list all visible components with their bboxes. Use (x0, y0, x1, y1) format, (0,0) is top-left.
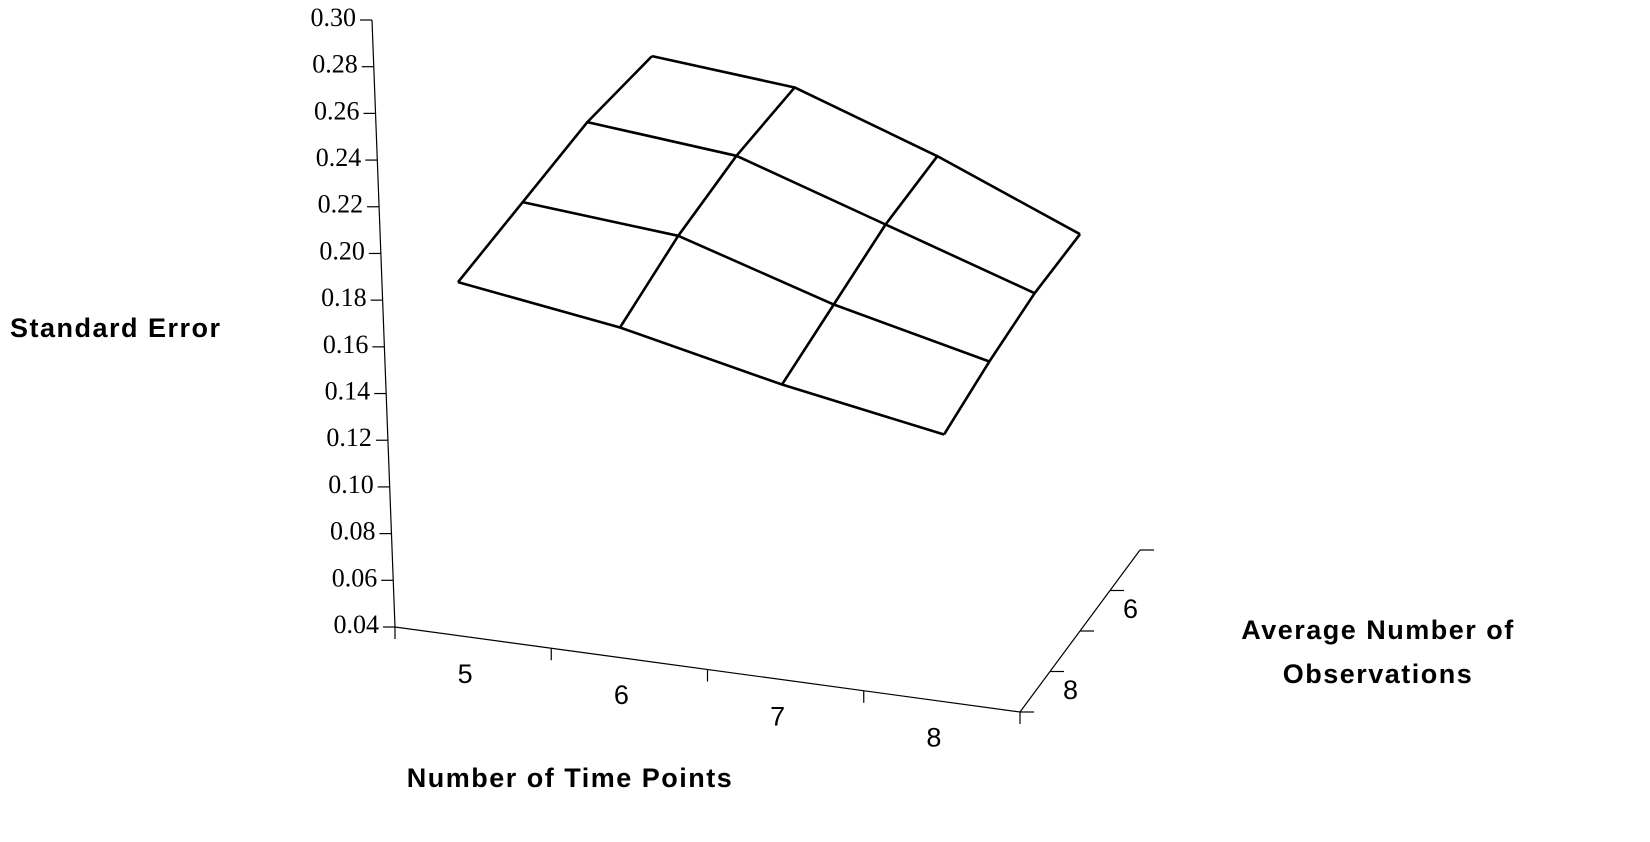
y-tick-label: 0.12 (326, 423, 372, 452)
depth-tick-label: 8 (1063, 675, 1078, 705)
y-axis-title: Standard Error (10, 313, 222, 343)
y-tick-label: 0.24 (316, 143, 362, 172)
x-tick-label: 7 (770, 701, 785, 731)
x-axis-title: Number of Time Points (407, 763, 734, 793)
x-tick-label: 5 (458, 659, 473, 689)
depth-tick-label: 6 (1123, 594, 1138, 624)
y-tick-label: 0.28 (312, 50, 358, 79)
depth-axis-title: Average Number of (1241, 615, 1515, 645)
y-tick-label: 0.14 (325, 377, 371, 406)
y-tick-label: 0.18 (321, 283, 367, 312)
surface-column (456, 55, 653, 283)
y-tick-label: 0.04 (334, 610, 380, 639)
y-tick-label: 0.16 (323, 330, 369, 359)
y-tick-label: 0.22 (318, 190, 364, 219)
y-tick-label: 0.08 (330, 517, 376, 546)
surface-row (522, 200, 990, 363)
surface-column (780, 155, 939, 386)
x-tick-label: 8 (926, 723, 941, 753)
surface-row (651, 54, 1081, 236)
x-tick-label: 6 (614, 680, 629, 710)
y-tick-label: 0.30 (311, 3, 357, 32)
surface-column (618, 86, 796, 329)
y-tick-label: 0.20 (319, 236, 365, 265)
surface-row (457, 280, 945, 436)
y-tick-label: 0.06 (332, 563, 378, 592)
surface-row (587, 120, 1036, 295)
y-tick-label: 0.10 (328, 470, 374, 499)
depth-axis-title: Observations (1283, 659, 1474, 689)
surface-column (942, 233, 1082, 436)
y-axis (371, 19, 396, 628)
y-tick-label: 0.26 (314, 96, 360, 125)
